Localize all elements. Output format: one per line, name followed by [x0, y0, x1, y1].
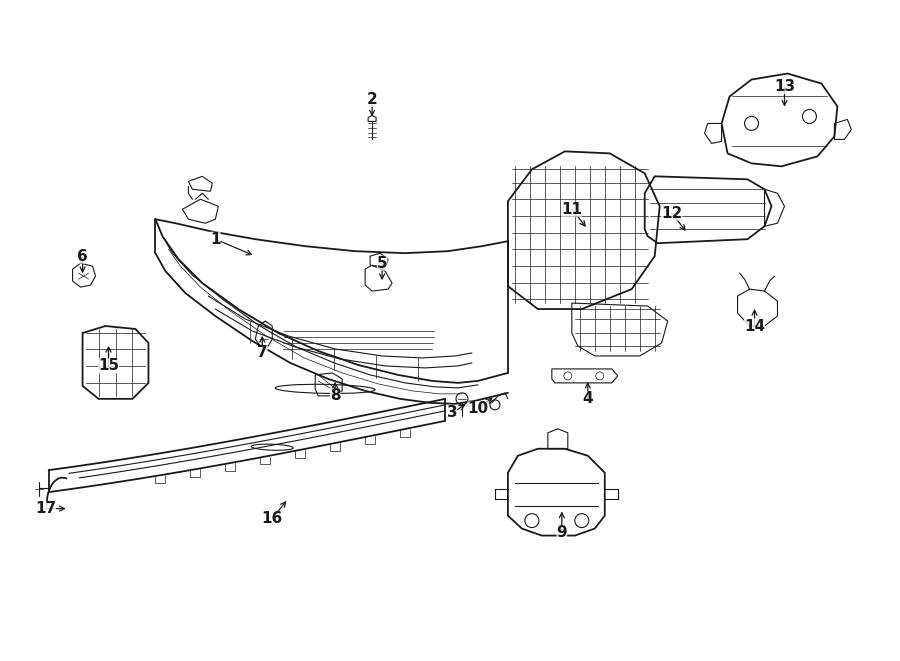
Text: 2: 2	[366, 92, 377, 107]
Text: 7: 7	[257, 346, 267, 360]
Text: 11: 11	[562, 202, 582, 217]
Text: 5: 5	[377, 256, 387, 270]
Text: 3: 3	[446, 405, 457, 420]
Text: 15: 15	[98, 358, 119, 373]
Text: 8: 8	[330, 389, 340, 403]
Text: 14: 14	[744, 319, 765, 334]
Text: 17: 17	[35, 501, 56, 516]
Text: 10: 10	[467, 401, 489, 416]
Text: 16: 16	[262, 511, 283, 526]
Circle shape	[456, 393, 468, 405]
Text: 9: 9	[556, 525, 567, 540]
Text: 6: 6	[77, 249, 88, 264]
Text: 12: 12	[661, 206, 682, 221]
Text: 4: 4	[582, 391, 593, 407]
Text: 1: 1	[210, 232, 220, 247]
Polygon shape	[368, 116, 376, 122]
Text: 13: 13	[774, 79, 795, 94]
Circle shape	[490, 400, 500, 410]
